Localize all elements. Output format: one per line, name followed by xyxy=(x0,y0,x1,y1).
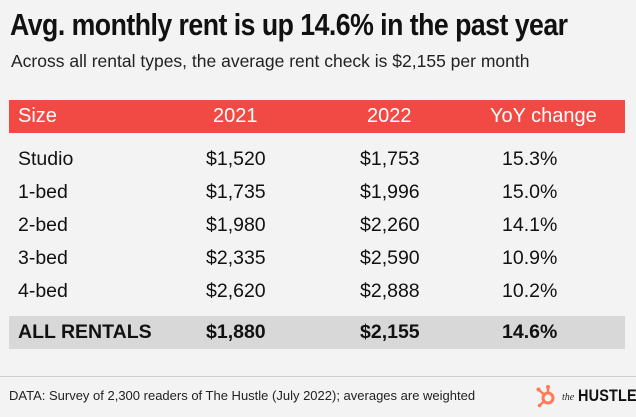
rent-2022-cell: $2,260 xyxy=(360,214,420,236)
column-header-size: Size xyxy=(18,105,57,127)
table-header: Size 2021 2022 YoY change xyxy=(9,100,625,133)
rent-2021-cell: $2,620 xyxy=(206,280,266,302)
subheadline: Across all rental types, the average ren… xyxy=(11,51,530,71)
headline: Avg. monthly rent is up 14.6% in the pas… xyxy=(10,7,568,42)
rent-2022-cell: $2,590 xyxy=(360,247,420,269)
size-cell: 3-bed xyxy=(18,247,68,269)
footer-divider xyxy=(0,376,636,377)
rent-2021-cell: $1,735 xyxy=(206,181,266,203)
rent-2022-cell: $1,753 xyxy=(360,148,420,170)
logo-prefix: the xyxy=(562,392,575,403)
column-header-yoy: YoY change xyxy=(490,105,597,127)
rent-2021-cell: $2,335 xyxy=(206,247,266,269)
logo-wordmark: HUSTLE xyxy=(578,386,636,405)
yoy-cell: 15.0% xyxy=(502,181,558,203)
column-header-2022: 2022 xyxy=(367,105,412,127)
rent-2021-cell: $1,980 xyxy=(206,214,266,236)
rent-table: Size 2021 2022 YoY change Studio $1,520 … xyxy=(9,100,625,349)
total-size-cell: ALL RENTALS xyxy=(18,321,152,343)
yoy-cell: 10.9% xyxy=(502,247,558,269)
size-cell: 2-bed xyxy=(18,214,68,236)
data-source-note: DATA: Survey of 2,300 readers of The Hus… xyxy=(9,388,476,403)
size-cell: 1-bed xyxy=(18,181,68,203)
rent-2022-cell: $2,888 xyxy=(360,280,420,302)
table-row: 4-bed $2,620 $2,888 10.2% xyxy=(9,275,625,308)
size-cell: Studio xyxy=(18,148,74,170)
total-2022-cell: $2,155 xyxy=(360,321,420,343)
yoy-cell: 14.1% xyxy=(502,214,558,236)
yoy-cell: 15.3% xyxy=(502,148,558,170)
total-2021-cell: $1,880 xyxy=(206,321,266,343)
column-header-2021: 2021 xyxy=(213,105,258,127)
size-cell: 4-bed xyxy=(18,280,68,302)
rent-2021-cell: $1,520 xyxy=(206,148,266,170)
rent-2022-cell: $1,996 xyxy=(360,181,420,203)
total-yoy-cell: 14.6% xyxy=(502,321,558,343)
table-row: 1-bed $1,735 $1,996 15.0% xyxy=(9,176,625,209)
yoy-cell: 10.2% xyxy=(502,280,558,302)
table-total-row: ALL RENTALS $1,880 $2,155 14.6% xyxy=(9,316,625,349)
table-row: 2-bed $1,980 $2,260 14.1% xyxy=(9,209,625,242)
hubspot-sprocket-icon xyxy=(534,384,558,413)
table-row: 3-bed $2,335 $2,590 10.9% xyxy=(9,242,625,275)
table-row: Studio $1,520 $1,753 15.3% xyxy=(9,143,625,176)
the-hustle-logo: the HUSTLE xyxy=(534,384,636,408)
